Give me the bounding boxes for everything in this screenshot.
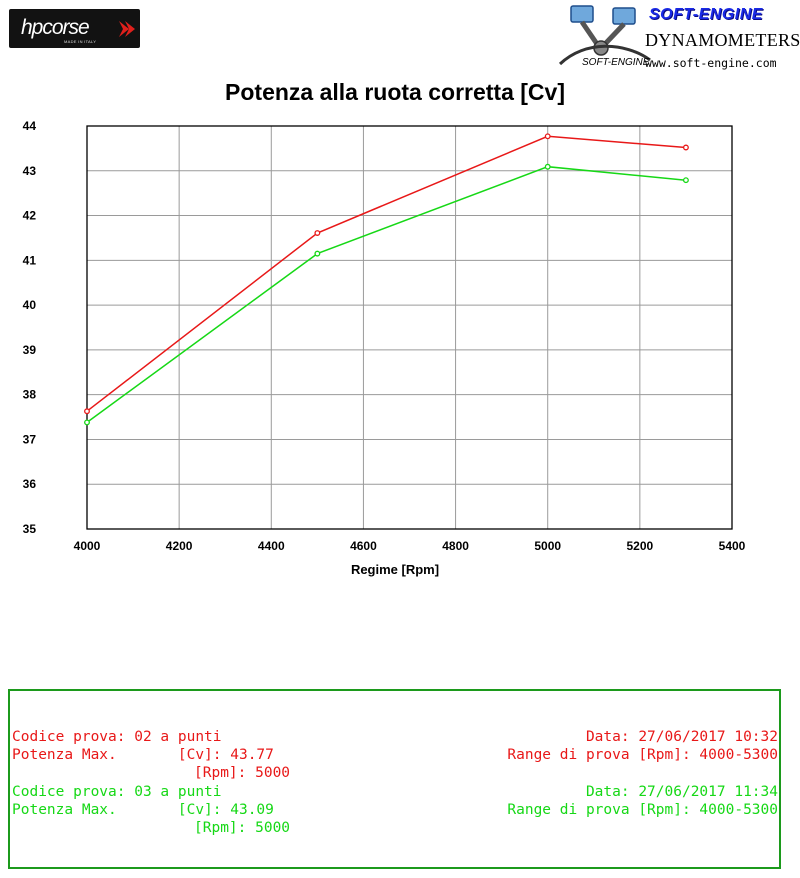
series-line-2 (86, 165, 686, 424)
soft-engine-brand: SOFT-ENGINE (649, 6, 763, 23)
y-tick-label: 42 (23, 209, 37, 223)
test-1-rpm: [Rpm]: 5000 (194, 765, 291, 781)
y-tick-label: 44 (23, 119, 37, 133)
chart-series (84, 133, 689, 426)
x-tick-label: 4400 (258, 539, 285, 553)
test-2-code: Codice prova: 03 a punti (12, 784, 222, 800)
hpcorse-chevron-icon (119, 21, 135, 37)
x-tick-label: 4800 (442, 539, 469, 553)
y-tick-label: 43 (23, 164, 37, 178)
chart-grid (87, 126, 732, 529)
y-tick-label: 38 (23, 388, 37, 402)
soft-engine-dynamometers: DYNAMOMETERS (645, 30, 800, 50)
hpcorse-logo-text: hpcorse (21, 16, 90, 39)
series-line-1 (86, 135, 686, 412)
test-info-box (8, 689, 781, 869)
test-2-rpm: [Rpm]: 5000 (194, 820, 291, 836)
hpcorse-logo: hpcorse MADE IN ITALY (9, 9, 140, 48)
series-1-point (682, 144, 689, 151)
x-tick-label: 5400 (719, 539, 746, 553)
x-tick-labels: 4000 4200 4400 4600 4800 5000 5200 5400 (74, 539, 746, 553)
x-tick-label: 5200 (627, 539, 654, 553)
x-tick-label: 4000 (74, 539, 101, 553)
y-tick-label: 39 (23, 343, 37, 357)
y-tick-label: 41 (23, 253, 37, 267)
power-chart: 35 36 37 38 39 40 41 42 43 44 4000 4200 4400 4600 480… (23, 119, 746, 577)
x-tick-label: 5000 (534, 539, 561, 553)
test-2-power: Potenza Max. [Cv]: 43.09 (12, 802, 274, 818)
test-2-range: Range di prova [Rpm]: 4000-5300 (507, 802, 778, 818)
y-tick-labels: 35 36 37 38 39 40 41 42 43 44 (23, 119, 37, 536)
y-tick-label: 35 (23, 522, 37, 536)
series-2-point (682, 177, 689, 184)
test-2-date: Data: 27/06/2017 11:34 (585, 784, 778, 800)
soft-engine-url: www.soft-engine.com (645, 56, 777, 70)
piston-icon (558, 5, 651, 66)
series-2-point (314, 250, 321, 257)
x-axis-label: Regime [Rpm] (351, 562, 439, 577)
y-tick-label: 37 (23, 432, 37, 446)
hpcorse-logo-subtext: MADE IN ITALY (64, 39, 97, 44)
series-1-point (84, 408, 90, 415)
series-2-point (544, 163, 551, 170)
test-1-date: Data: 27/06/2017 10:32 (585, 729, 778, 745)
soft-engine-mark-text: SOFT-ENGINE (582, 57, 650, 68)
series-1-point (544, 133, 551, 140)
series-2-point (84, 419, 90, 426)
plot-frame (86, 125, 733, 530)
y-tick-label: 36 (23, 477, 37, 491)
test-1-code: Codice prova: 02 a punti (12, 729, 222, 745)
test-1-range: Range di prova [Rpm]: 4000-5300 (507, 747, 778, 763)
chart-title: Potenza alla ruota corretta [Cv] (225, 79, 565, 105)
x-tick-label: 4600 (350, 539, 377, 553)
test-1-power: Potenza Max. [Cv]: 43.77 (12, 747, 274, 763)
y-tick-label: 40 (23, 298, 37, 312)
soft-engine-logo (555, 2, 800, 74)
series-1-point (314, 230, 321, 236)
x-tick-label: 4200 (166, 539, 193, 553)
